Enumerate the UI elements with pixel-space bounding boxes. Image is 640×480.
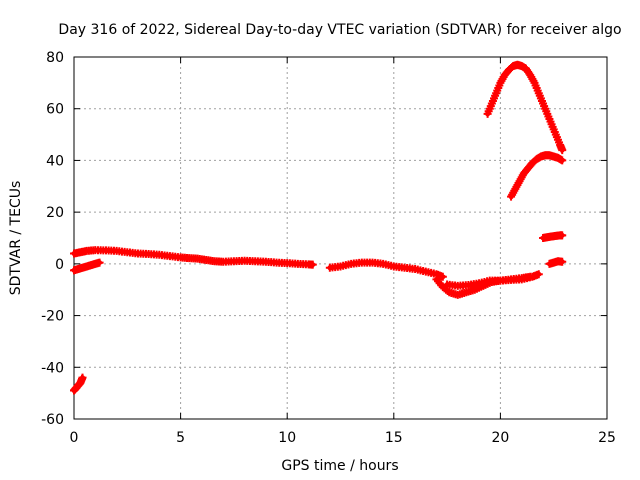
series-line [485, 62, 565, 153]
y-tick-label: -60 [41, 412, 64, 428]
grid [74, 57, 607, 419]
x-tick-label: 5 [176, 430, 185, 446]
data-point-marker [78, 373, 87, 382]
x-axis-label: GPS time / hours [281, 458, 398, 474]
data-point-marker [95, 258, 104, 267]
y-tick-label: 0 [55, 257, 64, 273]
data-point-marker [438, 272, 447, 281]
plot-frame [73, 56, 608, 420]
y-axis-label: SDTVAR / TECUs [8, 181, 24, 296]
series-short-at-10 [539, 231, 567, 242]
x-tick-label: 25 [598, 430, 616, 446]
series-band-17-22h [443, 270, 543, 290]
data-point-marker [558, 257, 567, 266]
y-tick-label: 80 [46, 50, 64, 66]
x-tick-label: 15 [385, 430, 403, 446]
y-tick-label: 20 [46, 205, 64, 221]
series-segment-12-17h [325, 258, 447, 281]
y-tick-label: 60 [46, 102, 64, 118]
data-point-marker [558, 156, 567, 165]
tick-labels: 0 5 10 15 20 25 -60 -40 -20 0 20 40 60 80 [41, 50, 616, 446]
x-tick-label: 10 [278, 430, 296, 446]
data-marks [70, 60, 567, 395]
series-band-lower-start [70, 258, 104, 275]
series-rise-to-peak-78 [483, 60, 567, 155]
series-rise-to-43 [507, 151, 567, 201]
data-point-marker [308, 260, 317, 269]
y-tick-label: -40 [41, 360, 64, 376]
data-point-marker [558, 231, 567, 240]
chart-title: Day 316 of 2022, Sidereal Day-to-day VTE… [58, 22, 621, 38]
data-point-marker [534, 270, 543, 279]
series-low-start [70, 373, 87, 395]
y-tick-label: 40 [46, 153, 64, 169]
series-band-upper-near-zero [70, 246, 317, 269]
x-tick-label: 0 [70, 430, 79, 446]
ticks [73, 56, 608, 420]
y-tick-label: -20 [41, 309, 64, 325]
x-tick-label: 20 [491, 430, 509, 446]
series-short-near-zero [545, 257, 567, 268]
data-point-marker [558, 146, 567, 155]
